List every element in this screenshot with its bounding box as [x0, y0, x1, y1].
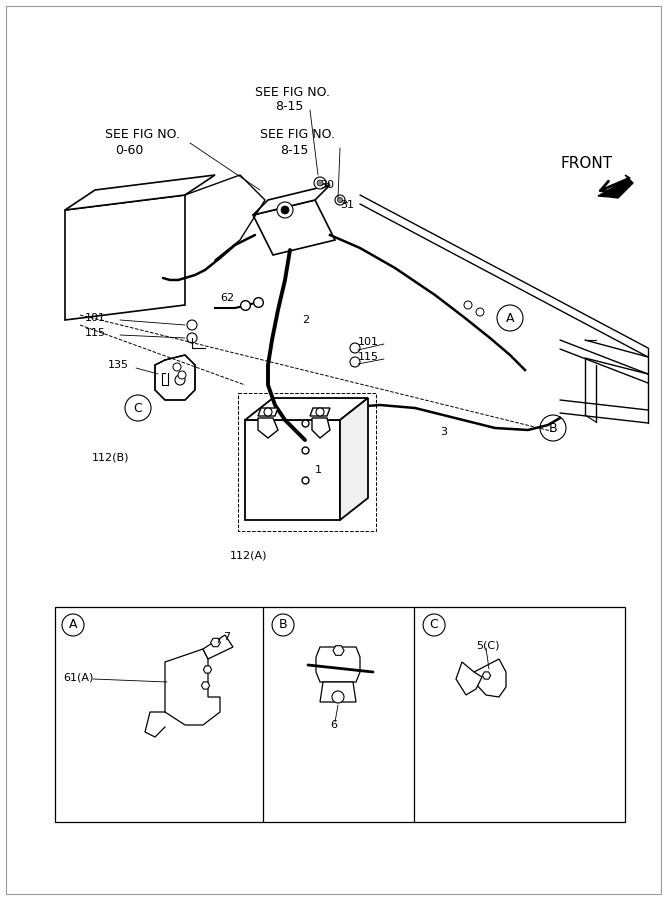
Text: FRONT: FRONT	[560, 156, 612, 170]
Polygon shape	[320, 682, 356, 702]
Text: 31: 31	[340, 200, 354, 210]
Bar	[238, 393, 376, 531]
Circle shape	[281, 206, 289, 214]
Text: 61(A): 61(A)	[63, 672, 93, 682]
Text: C: C	[430, 618, 438, 632]
Circle shape	[173, 363, 181, 371]
Text: 112(A): 112(A)	[230, 550, 267, 560]
Circle shape	[175, 375, 185, 385]
Text: SEE FIG NO.: SEE FIG NO.	[255, 86, 330, 98]
Circle shape	[464, 301, 472, 309]
Text: 2: 2	[302, 315, 309, 325]
Text: 8-15: 8-15	[275, 101, 303, 113]
Text: SEE FIG NO.: SEE FIG NO.	[260, 129, 335, 141]
Circle shape	[187, 320, 197, 330]
Circle shape	[178, 371, 186, 379]
Circle shape	[350, 343, 360, 353]
Circle shape	[338, 197, 342, 202]
Text: 1: 1	[315, 465, 322, 475]
Text: 101: 101	[85, 313, 106, 323]
Polygon shape	[203, 635, 233, 659]
Polygon shape	[316, 647, 360, 682]
Polygon shape	[474, 659, 506, 697]
Circle shape	[332, 691, 344, 703]
Text: 101: 101	[358, 337, 379, 347]
Polygon shape	[245, 398, 368, 420]
Text: 62: 62	[220, 293, 234, 303]
Polygon shape	[258, 408, 278, 416]
Text: 5(C): 5(C)	[476, 640, 500, 650]
Polygon shape	[65, 175, 215, 210]
Circle shape	[314, 177, 326, 189]
Polygon shape	[165, 649, 220, 725]
Text: 135: 135	[108, 360, 129, 370]
Polygon shape	[258, 418, 278, 438]
Text: 30: 30	[320, 180, 334, 190]
Text: 6: 6	[330, 720, 337, 730]
Text: C: C	[133, 401, 142, 415]
Circle shape	[335, 195, 345, 205]
Text: B: B	[549, 421, 558, 435]
Circle shape	[316, 408, 324, 416]
Bar	[55, 607, 625, 822]
Polygon shape	[598, 175, 633, 198]
Polygon shape	[456, 662, 482, 695]
Text: A: A	[506, 311, 514, 325]
Text: 115: 115	[85, 328, 106, 338]
Polygon shape	[65, 195, 185, 320]
Text: 8-15: 8-15	[280, 143, 308, 157]
Circle shape	[317, 180, 323, 186]
Text: 115: 115	[358, 352, 379, 362]
Circle shape	[187, 333, 197, 343]
Text: 0-60: 0-60	[115, 143, 143, 157]
Text: 112(B): 112(B)	[92, 453, 129, 463]
Text: 7: 7	[223, 632, 230, 642]
Text: B: B	[279, 618, 287, 632]
Text: A: A	[69, 618, 77, 632]
Text: 3: 3	[440, 427, 447, 437]
Polygon shape	[245, 420, 340, 520]
Polygon shape	[312, 418, 330, 438]
Circle shape	[264, 408, 272, 416]
Circle shape	[277, 202, 293, 218]
Circle shape	[350, 357, 360, 367]
Polygon shape	[310, 408, 330, 416]
Polygon shape	[340, 398, 368, 520]
Polygon shape	[155, 355, 195, 400]
Circle shape	[476, 308, 484, 316]
Polygon shape	[253, 200, 335, 255]
Polygon shape	[253, 185, 330, 215]
Text: SEE FIG NO.: SEE FIG NO.	[105, 129, 180, 141]
